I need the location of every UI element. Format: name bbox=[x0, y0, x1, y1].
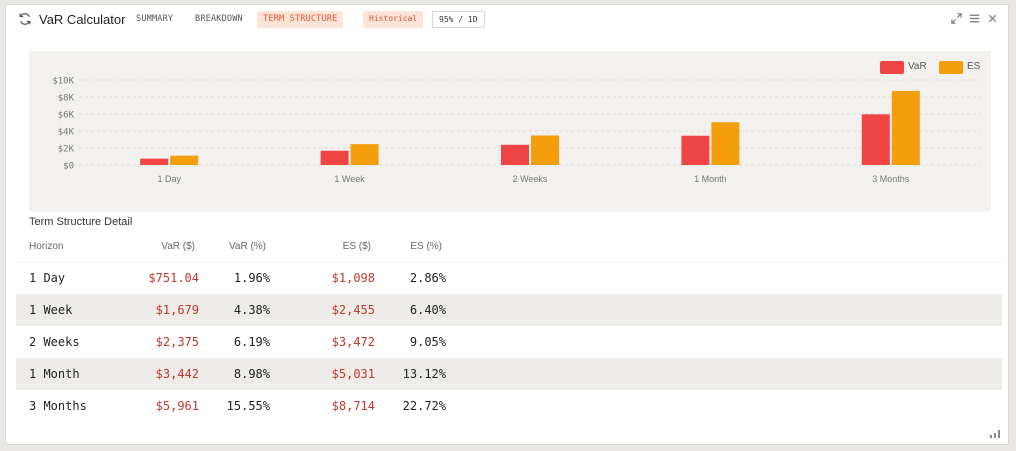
var-pct-cell: 6.19% bbox=[233, 335, 270, 349]
x-tick-label: 1 Day bbox=[157, 174, 181, 184]
y-tick-label: $6K bbox=[58, 111, 75, 121]
table-row: 3 Months $5,961 15.55% $8,714 22.72% bbox=[16, 390, 1002, 422]
es-pct-cell: 9.05% bbox=[409, 335, 446, 349]
x-tick-label: 1 Month bbox=[694, 174, 727, 184]
close-icon[interactable] bbox=[986, 12, 999, 25]
var-pct-cell: 8.98% bbox=[233, 367, 270, 381]
table-row: 1 Week $1,679 4.38% $2,455 6.40% bbox=[16, 294, 1002, 326]
bar-es-2-weeks bbox=[531, 135, 559, 165]
es-usd-cell: $5,031 bbox=[331, 367, 375, 381]
term-structure-chart: $0 $2K $4K $6K $8K $10K 1 Day 1 Week 2 Weeks 1 Mo… bbox=[52, 77, 981, 184]
es-usd-cell: $3,472 bbox=[331, 335, 375, 349]
tab-term-structure[interactable]: TERM STRUCTURE bbox=[257, 11, 344, 28]
x-tick-label: 3 Months bbox=[872, 174, 910, 184]
var-pct-cell: 1.96% bbox=[233, 271, 270, 285]
legend-var-swatch bbox=[880, 61, 904, 74]
resize-grip-icon[interactable] bbox=[990, 430, 1000, 438]
panel-title: VaR Calculator bbox=[39, 12, 126, 27]
es-pct-cell: 6.40% bbox=[409, 303, 446, 317]
y-tick-label: $10K bbox=[52, 77, 74, 87]
tab-breakdown[interactable]: BREAKDOWN bbox=[195, 14, 243, 24]
legend-var-label: VaR bbox=[908, 61, 927, 72]
horizon-cell: 3 Months bbox=[29, 399, 87, 413]
var-calculator-panel: VaR Calculator SUMMARY BREAKDOWN TERM ST… bbox=[5, 4, 1009, 445]
bar-es-3-months bbox=[891, 90, 920, 165]
expand-icon[interactable] bbox=[950, 12, 963, 25]
es-usd-cell: $1,098 bbox=[331, 271, 375, 285]
bar-es-1-month bbox=[711, 122, 740, 165]
y-tick-label: $4K bbox=[58, 128, 75, 138]
es-pct-cell: 22.72% bbox=[402, 399, 446, 413]
table-row: 1 Month $3,442 8.98% $5,031 13.12% bbox=[16, 358, 1002, 390]
horizon-cell: 2 Weeks bbox=[29, 335, 80, 349]
es-usd-cell: $2,455 bbox=[331, 303, 375, 317]
menu-icon[interactable] bbox=[968, 12, 981, 25]
var-pct-cell: 4.38% bbox=[233, 303, 270, 317]
bar-es-1-day bbox=[170, 155, 199, 165]
x-tick-label: 2 Weeks bbox=[513, 174, 548, 184]
es-pct-cell: 13.12% bbox=[402, 367, 446, 381]
y-tick-label: $2K bbox=[58, 145, 75, 155]
method-badge[interactable]: Historical bbox=[363, 11, 424, 28]
y-tick-label: $8K bbox=[58, 94, 75, 104]
var-usd-cell: $3,442 bbox=[155, 367, 199, 381]
es-pct-cell: 2.86% bbox=[409, 271, 446, 285]
horizon-cell: 1 Day bbox=[29, 271, 66, 285]
legend-es-label: ES bbox=[967, 61, 981, 72]
legend-es-swatch bbox=[939, 61, 963, 74]
col-header-es-pct: ES (%) bbox=[410, 241, 442, 252]
bar-var-1-week bbox=[320, 150, 349, 165]
var-usd-cell: $751.04 bbox=[148, 271, 199, 285]
section-title: Term Structure Detail bbox=[29, 216, 133, 228]
x-tick-label: 1 Week bbox=[334, 174, 365, 184]
horizon-cell: 1 Week bbox=[29, 303, 73, 317]
col-header-es-usd: ES ($) bbox=[342, 241, 371, 252]
table-row: 1 Day $751.04 1.96% $1,098 2.86% bbox=[16, 262, 1002, 294]
chart-area: $0 $2K $4K $6K $8K $10K 1 Day 1 Week 2 Weeks 1 Mo… bbox=[29, 51, 991, 211]
bar-var-1-day bbox=[140, 158, 169, 165]
var-usd-cell: $1,679 bbox=[155, 303, 199, 317]
table-row: 2 Weeks $2,375 6.19% $3,472 9.05% bbox=[16, 326, 1002, 358]
var-usd-cell: $5,961 bbox=[155, 399, 199, 413]
confidence-badge[interactable]: 95% / 1D bbox=[432, 11, 485, 28]
bar-var-1-month bbox=[681, 135, 710, 165]
var-usd-cell: $2,375 bbox=[155, 335, 199, 349]
var-pct-cell: 15.55% bbox=[226, 399, 270, 413]
horizon-cell: 1 Month bbox=[29, 367, 80, 381]
panel-header: VaR Calculator SUMMARY BREAKDOWN TERM ST… bbox=[6, 5, 1008, 33]
bar-var-3-months bbox=[861, 114, 890, 165]
bar-var-2-weeks bbox=[501, 144, 529, 165]
bar-es-1-week bbox=[350, 144, 379, 165]
tab-summary[interactable]: SUMMARY bbox=[136, 14, 174, 24]
es-usd-cell: $8,714 bbox=[331, 399, 375, 413]
refresh-icon[interactable] bbox=[18, 12, 32, 26]
y-tick-label: $0 bbox=[63, 162, 74, 172]
col-header-var-pct: VaR (%) bbox=[228, 241, 266, 252]
col-header-var-usd: VaR ($) bbox=[161, 241, 195, 252]
col-header-horizon: Horizon bbox=[29, 241, 64, 252]
